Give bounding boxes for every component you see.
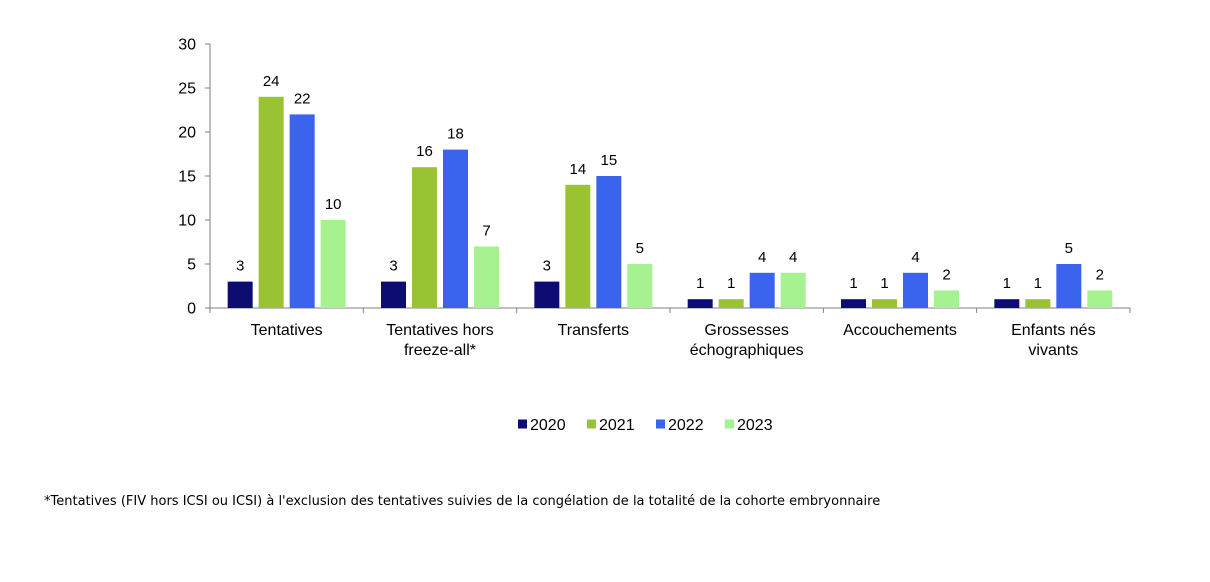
bar (749, 272, 775, 308)
category-label-line: échographiques (690, 342, 804, 359)
legend-swatch (518, 419, 527, 429)
data-label: 22 (294, 90, 311, 107)
y-tick-label: 20 (178, 125, 196, 142)
bar (934, 290, 959, 308)
data-label: 5 (636, 240, 644, 257)
data-label: 3 (389, 258, 397, 275)
bar (258, 96, 284, 308)
data-label: 7 (482, 222, 490, 239)
data-label: 14 (569, 161, 586, 178)
data-label: 1 (849, 275, 857, 292)
bar (841, 299, 866, 308)
category-label: Grossesses échographiques (690, 322, 804, 359)
y-tick-label: 25 (178, 81, 196, 98)
category-label-line: Accouchements (843, 322, 957, 339)
category-label: Enfants nés vivants (1011, 322, 1096, 359)
data-label: 2 (1096, 266, 1104, 283)
data-label: 24 (263, 73, 280, 90)
bar (289, 114, 315, 309)
bar (227, 281, 253, 308)
category-label-line: Enfants nés (1011, 322, 1096, 339)
bar (1025, 299, 1051, 308)
x-axis (209, 307, 1131, 313)
data-label: 18 (447, 126, 464, 143)
data-label: 1 (1034, 275, 1042, 292)
category-label-line: Grossesses (704, 322, 788, 339)
bar (596, 176, 622, 308)
bar (872, 299, 897, 308)
bars (227, 96, 1113, 309)
bar (994, 299, 1020, 308)
data-label: 1 (1003, 275, 1011, 292)
bar (381, 281, 406, 308)
bar (903, 272, 928, 308)
category-label-line: vivants (1028, 342, 1078, 359)
y-tick-label: 15 (178, 169, 196, 186)
bar (627, 264, 653, 308)
y-tick-label: 30 (178, 37, 196, 54)
y-tick-label: 0 (187, 301, 196, 318)
legend-swatch (587, 419, 596, 429)
y-tick-label: 5 (187, 257, 196, 274)
category-label: Accouchements (843, 322, 957, 339)
bar (474, 246, 499, 308)
category-label: Transferts (558, 322, 629, 339)
footnote: *Tentatives (FIV hors ICSI ou ICSI) à l'… (44, 494, 881, 509)
data-label: 15 (600, 152, 617, 169)
legend-label: 2022 (668, 417, 704, 434)
bar (320, 220, 346, 308)
legend-label: 2020 (530, 417, 566, 434)
bar (687, 299, 713, 308)
data-label: 1 (727, 275, 735, 292)
category-label-line: freeze-all* (404, 342, 476, 359)
bar (534, 281, 560, 308)
category-label-line: Transferts (558, 322, 629, 339)
category-label: Tentatives hors freeze-all* (386, 322, 494, 359)
legend-label: 2021 (599, 417, 635, 434)
bar (1087, 290, 1113, 308)
data-label: 4 (789, 249, 797, 266)
data-label: 16 (416, 143, 433, 160)
category-label-line: Tentatives (251, 322, 323, 339)
data-label: 10 (325, 196, 342, 213)
data-label: 1 (696, 275, 704, 292)
bar (412, 167, 437, 308)
bar (443, 149, 468, 308)
bar (1056, 264, 1082, 308)
data-label: 5 (1065, 240, 1073, 257)
category-label-line: Tentatives hors (386, 322, 494, 339)
y-axis: 0 5 10 15 20 25 30 (178, 37, 211, 318)
category-label: Tentatives (251, 322, 323, 339)
bar (718, 299, 744, 308)
data-label: 1 (880, 275, 888, 292)
bar (565, 184, 591, 308)
legend-label: 2023 (737, 417, 773, 434)
legend: 2020 2021 2022 2023 (518, 417, 773, 434)
data-label: 3 (236, 258, 244, 275)
category-labels: Tentatives Tentatives hors freeze-all* Tran… (251, 322, 1096, 359)
data-label: 2 (942, 266, 950, 283)
data-label: 4 (758, 249, 766, 266)
legend-swatch (725, 419, 734, 429)
data-label: 4 (911, 249, 919, 266)
bar (780, 272, 806, 308)
data-label: 3 (543, 258, 551, 275)
y-tick-label: 10 (178, 213, 196, 230)
legend-swatch (656, 419, 665, 429)
